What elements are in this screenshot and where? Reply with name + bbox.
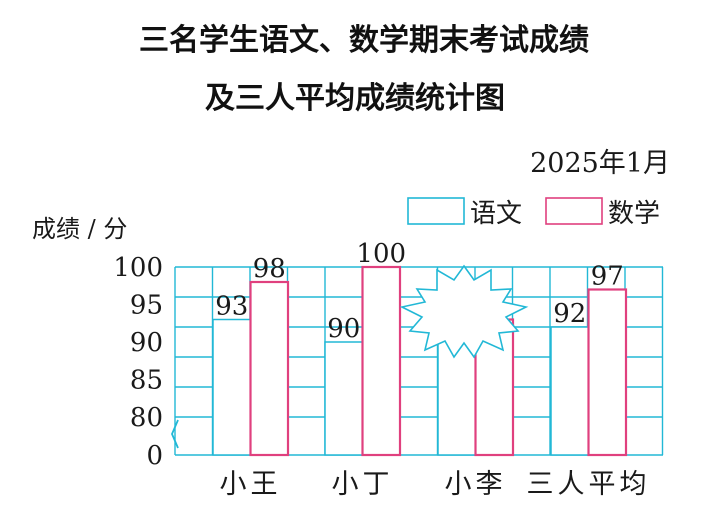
data-label: 97	[591, 262, 624, 292]
data-label: 98	[253, 254, 286, 284]
x-axis-labels: 小王 小丁 小李 三人平均	[220, 469, 651, 500]
y-tick-label: 80	[130, 403, 163, 433]
x-tick-label: 小李	[445, 469, 507, 500]
legend-label-math: 数学	[608, 199, 660, 229]
bars	[212, 265, 628, 457]
data-label: 100	[356, 239, 406, 269]
data-labels: 93 90 92 98 100 97	[215, 239, 624, 344]
bar-chinese-3	[550, 326, 590, 456]
y-tick-label: 85	[130, 366, 163, 396]
bar-chinese-0	[212, 318, 252, 456]
bar-math-3	[587, 288, 628, 457]
y-tick-label: 100	[113, 253, 163, 283]
obscuring-starburst	[399, 264, 529, 359]
x-tick-label: 小王	[220, 469, 282, 500]
legend: 语文 数学	[407, 197, 660, 229]
data-label: 92	[553, 299, 586, 329]
data-label: 90	[327, 314, 360, 344]
data-label: 93	[215, 292, 248, 322]
bar-chinese-1	[324, 341, 364, 456]
bar-math-1	[361, 265, 402, 457]
y-axis-ticks: 100 95 90 85 80 0	[113, 253, 163, 471]
x-tick-label: 小丁	[332, 469, 394, 500]
y-tick-label: 90	[130, 328, 163, 358]
chart-title: 三名学生语文、数学期末考试成绩	[139, 23, 589, 58]
bar-math-0	[249, 280, 290, 457]
chart-subtitle: 及三人平均成绩统计图	[205, 81, 505, 116]
legend-swatch-chinese	[407, 197, 465, 225]
x-tick-label: 三人平均	[527, 469, 651, 500]
legend-swatch-math	[545, 197, 603, 225]
chart-date: 2025年1月	[530, 148, 670, 179]
y-tick-label: 95	[130, 291, 163, 321]
legend-label-chinese: 语文	[470, 199, 522, 229]
y-axis-label: 成绩 / 分	[32, 215, 127, 243]
y-tick-label: 0	[146, 441, 163, 471]
axis-break-mark	[171, 419, 179, 449]
